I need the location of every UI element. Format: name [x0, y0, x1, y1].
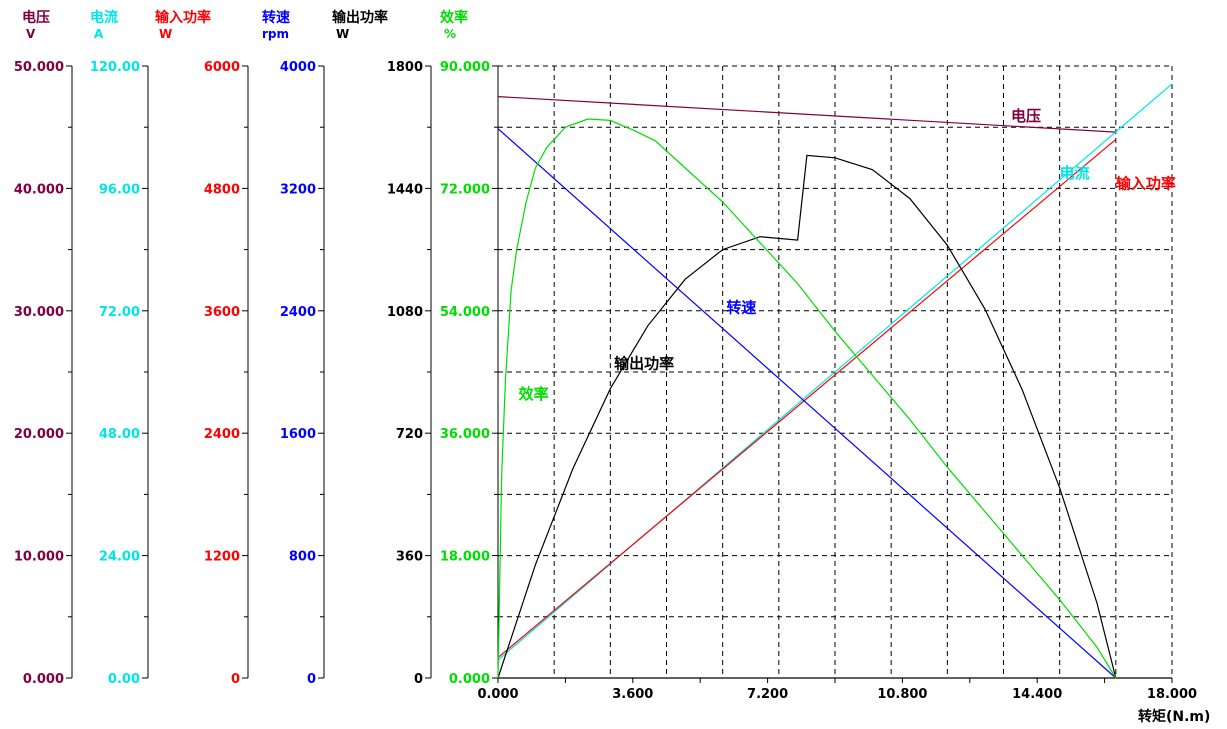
- curve-label-efficiency: 效率: [519, 385, 549, 403]
- y-tick-label: 3600: [204, 305, 240, 320]
- y-tick-label: 54.000: [440, 305, 490, 320]
- y-axis-title: 电压: [22, 9, 50, 26]
- y-axis-unit: %: [444, 27, 456, 41]
- y-axis-title: 转速: [262, 9, 290, 26]
- y-tick-label: 24.00: [99, 550, 140, 565]
- y-axis-title: 输入功率: [155, 9, 211, 26]
- y-tick-label: 720: [396, 427, 423, 442]
- y-tick-label: 0.000: [449, 672, 490, 687]
- y-tick-label: 30.000: [14, 305, 64, 320]
- y-tick-label: 20.000: [14, 427, 64, 442]
- y-axis-unit: V: [26, 27, 36, 41]
- y-tick-label: 1440: [387, 182, 423, 197]
- curve-label-speed: 转速: [726, 298, 756, 316]
- y-axis-unit: A: [94, 27, 104, 41]
- y-tick-label: 0: [307, 672, 316, 687]
- y-tick-label: 360: [396, 550, 423, 565]
- y-axis-efficiency: 0.000 18.000 36.000 54.000 72.000 90.000 效率%: [440, 9, 499, 687]
- curve-label-input_power: 输入功率: [1116, 174, 1176, 192]
- y-tick-label: 3200: [280, 182, 316, 197]
- y-tick-label: 0: [414, 672, 423, 687]
- series-line-speed: [497, 128, 1117, 679]
- y-tick-label: 18.000: [440, 550, 490, 565]
- y-tick-label: 1600: [280, 427, 316, 442]
- x-axis-label: 转矩(N.m): [1138, 708, 1210, 725]
- y-tick-label: 0.00: [108, 672, 140, 687]
- x-tick-label: 10.800: [877, 687, 927, 702]
- y-axis-unit: rpm: [262, 27, 289, 41]
- y-tick-label: 0.000: [23, 672, 64, 687]
- y-axis-unit: W: [336, 27, 349, 41]
- y-tick-label: 72.00: [99, 305, 140, 320]
- y-tick-label: 0: [231, 672, 240, 687]
- y-tick-label: 90.000: [440, 60, 490, 75]
- y-tick-label: 10.000: [14, 550, 64, 565]
- y-axis-unit: W: [159, 27, 172, 41]
- series-line-voltage: [497, 96, 1116, 133]
- y-tick-label: 48.00: [99, 427, 140, 442]
- curve-label-current: 电流: [1060, 164, 1090, 182]
- x-tick-label: 3.600: [612, 687, 653, 702]
- x-axis: 0.000 3.600 7.200 10.800 14.400 18.000: [477, 677, 1197, 702]
- y-axis-title: 效率: [440, 9, 468, 26]
- y-axis-title: 电流: [90, 9, 118, 26]
- series-lines: [497, 83, 1173, 679]
- y-tick-label: 2400: [204, 427, 240, 442]
- y-tick-label: 6000: [204, 60, 240, 75]
- y-tick-label: 120.00: [90, 60, 140, 75]
- x-tick-label: 18.000: [1147, 687, 1197, 702]
- y-axis-current: 0.00 24.00 48.00 72.00 96.00 120.00 电流A: [90, 9, 149, 687]
- y-tick-label: 4000: [280, 60, 316, 75]
- y-tick-label: 2400: [280, 305, 316, 320]
- y-tick-label: 36.000: [440, 427, 490, 442]
- y-axis-title: 输出功率: [332, 9, 388, 26]
- y-tick-label: 800: [289, 550, 316, 565]
- series-line-output_power: [497, 154, 1117, 679]
- plot-grid: [498, 65, 1173, 678]
- x-tick-label: 0.000: [477, 687, 518, 702]
- y-tick-label: 72.000: [440, 182, 490, 197]
- curve-label-output_power: 输出功率: [614, 355, 674, 373]
- y-tick-label: 40.000: [14, 182, 64, 197]
- x-tick-label: 7.200: [747, 687, 788, 702]
- y-tick-label: 4800: [204, 182, 240, 197]
- x-tick-label: 14.400: [1012, 687, 1062, 702]
- curve-label-voltage: 电压: [1011, 107, 1041, 125]
- y-tick-label: 1800: [387, 60, 423, 75]
- y-tick-label: 50.000: [14, 60, 64, 75]
- series-line-input_power: [497, 138, 1117, 659]
- y-axes: 0.00010.00020.00030.00040.00050.000电压V0.…: [14, 9, 499, 687]
- y-tick-label: 1080: [387, 305, 423, 320]
- y-axis-voltage: 0.000 10.000 20.000 30.000 40.000 50.000 电压V: [14, 9, 73, 687]
- series-line-efficiency: [497, 118, 1117, 679]
- y-tick-label: 1200: [204, 550, 240, 565]
- y-tick-label: 96.00: [99, 182, 140, 197]
